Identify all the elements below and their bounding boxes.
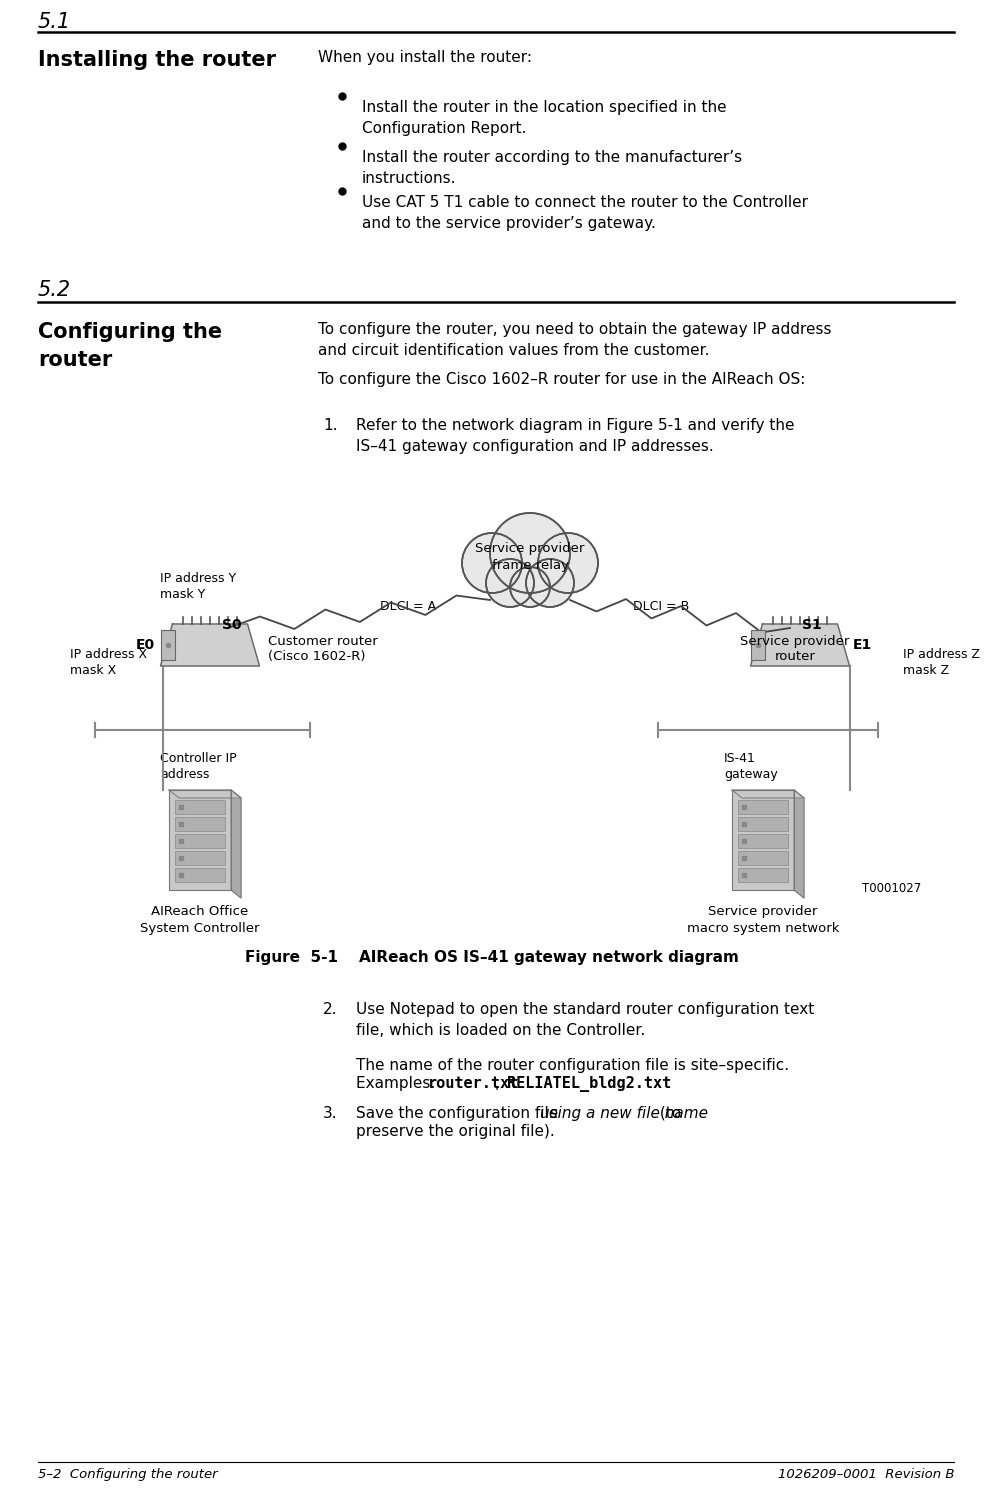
Text: IP address Z
mask Z: IP address Z mask Z bbox=[903, 647, 980, 677]
Circle shape bbox=[510, 567, 550, 607]
Text: 5.2: 5.2 bbox=[38, 280, 71, 301]
Text: DLCI = A: DLCI = A bbox=[380, 600, 436, 613]
Text: To configure the router, you need to obtain the gateway IP address
and circuit i: To configure the router, you need to obt… bbox=[318, 321, 831, 359]
Text: Use CAT 5 T1 cable to connect the router to the Controller
and to the service pr: Use CAT 5 T1 cable to connect the router… bbox=[362, 195, 808, 231]
Bar bbox=[175, 801, 225, 814]
Polygon shape bbox=[160, 623, 260, 667]
Text: Customer router: Customer router bbox=[268, 635, 378, 647]
Bar bbox=[160, 629, 174, 661]
Bar bbox=[175, 851, 225, 865]
Bar bbox=[175, 833, 225, 848]
Text: The name of the router configuration file is site–specific.: The name of the router configuration fil… bbox=[356, 1058, 789, 1073]
Bar bbox=[738, 851, 788, 865]
Text: Configuring the
router: Configuring the router bbox=[38, 321, 222, 371]
Text: Refer to the network diagram in Figure 5-1 and verify the
IS–41 gateway configur: Refer to the network diagram in Figure 5… bbox=[356, 418, 794, 454]
Text: Installing the router: Installing the router bbox=[38, 51, 276, 70]
Text: 1026209–0001  Revision B: 1026209–0001 Revision B bbox=[777, 1469, 954, 1481]
Text: Install the router according to the manufacturer’s
instructions.: Install the router according to the manu… bbox=[362, 150, 742, 186]
Text: S1: S1 bbox=[802, 618, 822, 632]
Text: Figure  5-1    AIReach OS IS–41 gateway network diagram: Figure 5-1 AIReach OS IS–41 gateway netw… bbox=[245, 949, 739, 966]
Circle shape bbox=[512, 568, 549, 606]
Text: IP address X
mask X: IP address X mask X bbox=[70, 647, 148, 677]
Text: When you install the router:: When you install the router: bbox=[318, 51, 532, 65]
Text: E1: E1 bbox=[853, 638, 872, 652]
Text: router: router bbox=[774, 650, 816, 664]
Bar bbox=[169, 790, 231, 890]
Text: Controller IP
address: Controller IP address bbox=[160, 751, 236, 781]
Polygon shape bbox=[169, 790, 241, 798]
Text: Service provider: Service provider bbox=[740, 635, 850, 647]
Bar bbox=[738, 868, 788, 882]
Text: To configure the Cisco 1602–R router for use in the AIReach OS:: To configure the Cisco 1602–R router for… bbox=[318, 372, 805, 387]
Bar bbox=[738, 801, 788, 814]
Text: 2.: 2. bbox=[323, 1001, 338, 1016]
Circle shape bbox=[491, 515, 569, 592]
Text: Use Notepad to open the standard router configuration text
file, which is loaded: Use Notepad to open the standard router … bbox=[356, 1001, 814, 1039]
Circle shape bbox=[539, 534, 597, 592]
Text: Install the router in the location specified in the
Configuration Report.: Install the router in the location speci… bbox=[362, 100, 726, 135]
Text: preserve the original file).: preserve the original file). bbox=[356, 1123, 555, 1138]
Circle shape bbox=[463, 534, 521, 592]
Text: RELIATEL_bldg2.txt: RELIATEL_bldg2.txt bbox=[507, 1076, 671, 1092]
Text: DLCI = B: DLCI = B bbox=[633, 600, 689, 613]
Text: E0: E0 bbox=[136, 638, 155, 652]
Circle shape bbox=[486, 559, 534, 607]
Text: (to: (to bbox=[655, 1106, 681, 1120]
Polygon shape bbox=[732, 790, 804, 798]
Circle shape bbox=[490, 513, 570, 594]
Bar bbox=[175, 868, 225, 882]
Circle shape bbox=[527, 559, 573, 606]
Text: IS-41
gateway: IS-41 gateway bbox=[724, 751, 777, 781]
Circle shape bbox=[538, 533, 598, 594]
Bar bbox=[738, 833, 788, 848]
Text: AIReach Office
System Controller: AIReach Office System Controller bbox=[141, 905, 260, 934]
Circle shape bbox=[526, 559, 574, 607]
Text: using a new file name: using a new file name bbox=[540, 1106, 708, 1120]
Text: S0: S0 bbox=[222, 618, 242, 632]
Circle shape bbox=[462, 533, 522, 594]
Text: IP address Y
mask Y: IP address Y mask Y bbox=[160, 571, 236, 601]
Text: Save the configuration file: Save the configuration file bbox=[356, 1106, 563, 1120]
Bar bbox=[175, 817, 225, 830]
Polygon shape bbox=[794, 790, 804, 897]
Text: Service provider
macro system network: Service provider macro system network bbox=[687, 905, 839, 934]
Bar bbox=[751, 629, 765, 661]
Circle shape bbox=[487, 559, 532, 606]
Polygon shape bbox=[751, 623, 849, 667]
Text: 3.: 3. bbox=[323, 1106, 338, 1120]
Text: ,: , bbox=[495, 1076, 505, 1091]
Text: (Cisco 1602-R): (Cisco 1602-R) bbox=[268, 650, 365, 664]
Text: Service provider
frame relay: Service provider frame relay bbox=[475, 542, 584, 571]
Bar bbox=[732, 790, 794, 890]
Text: 1.: 1. bbox=[323, 418, 338, 433]
Bar bbox=[738, 817, 788, 830]
Text: T0001027: T0001027 bbox=[862, 882, 921, 894]
Polygon shape bbox=[231, 790, 241, 897]
Text: router.txt: router.txt bbox=[428, 1076, 520, 1091]
Text: 5–2  Configuring the router: 5–2 Configuring the router bbox=[38, 1469, 217, 1481]
Text: Examples:: Examples: bbox=[356, 1076, 441, 1091]
Text: 5.1: 5.1 bbox=[38, 12, 71, 33]
